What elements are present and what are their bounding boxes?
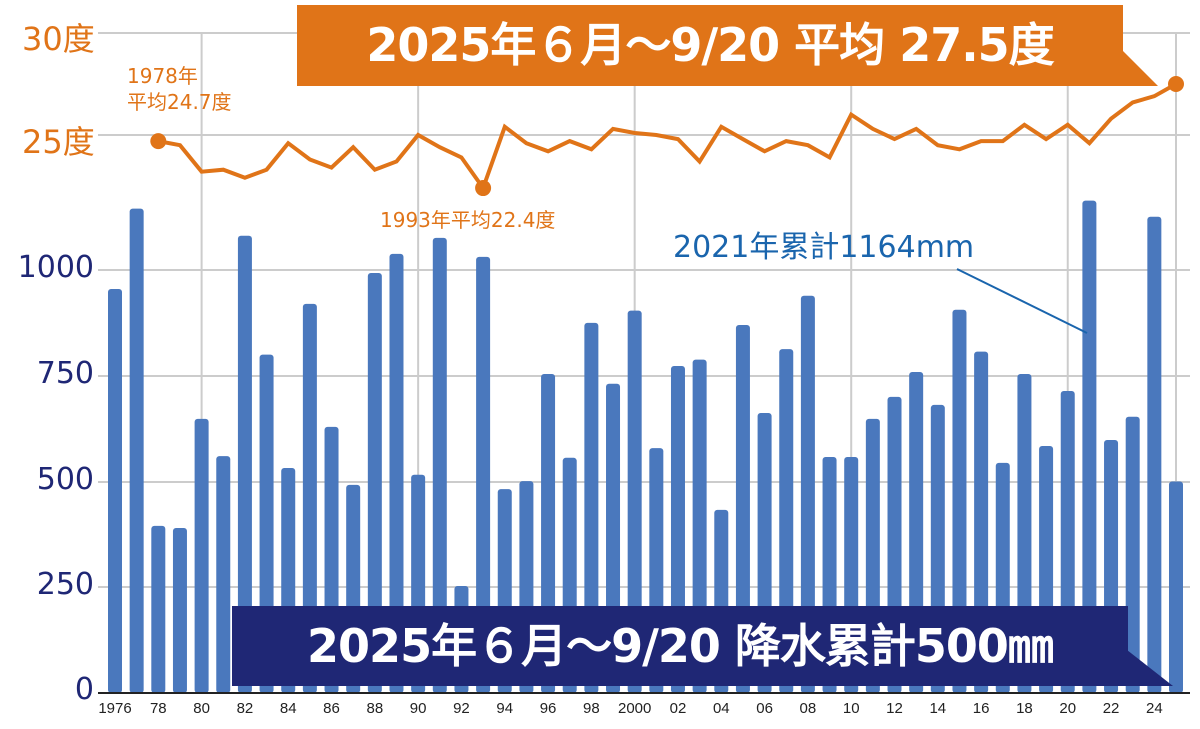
bar-2021	[1082, 200, 1097, 694]
temperature-marker-1978	[150, 133, 167, 150]
annotation-2021: 2021年累計1164mm	[673, 230, 975, 265]
bar-1980	[194, 418, 209, 693]
x-tick-1990: 90	[409, 700, 427, 717]
bar-2008	[800, 295, 815, 693]
bar-1991	[432, 237, 447, 694]
temperature-marker-1993	[475, 180, 492, 197]
x-tick-2018: 18	[1016, 700, 1033, 717]
temperature-banner-pointer	[1122, 50, 1158, 86]
annotation-leader-line	[956, 268, 1088, 334]
bar-1979	[172, 528, 187, 693]
x-tick-1994: 94	[496, 700, 514, 717]
temp-tick-30: 30度	[22, 20, 95, 58]
x-tick-2004: 04	[712, 700, 730, 717]
x-tick-2022: 22	[1102, 700, 1120, 717]
bar-1977	[129, 208, 144, 694]
x-tick-1984: 84	[279, 700, 297, 717]
bar-1989	[389, 253, 404, 693]
x-tick-1996: 96	[539, 700, 557, 717]
bar-1988	[367, 272, 382, 693]
bar-2024	[1147, 216, 1162, 693]
temperature-marker-2025	[1168, 76, 1184, 92]
x-tick-2020: 20	[1059, 700, 1077, 717]
x-tick-1986: 86	[323, 700, 340, 717]
rain-tick-1000: 1000	[17, 250, 94, 285]
bar-1978	[151, 525, 166, 693]
x-tick-2000: 2000	[617, 700, 652, 717]
annotation-1978-line2: 平均24.7度	[127, 90, 232, 114]
x-tick-1980: 80	[193, 700, 210, 717]
temperature-polyline	[157, 82, 1177, 193]
bar-2023	[1125, 416, 1140, 693]
x-tick-1988: 88	[366, 700, 384, 717]
x-tick-2014: 14	[929, 700, 947, 717]
bar-1998	[584, 322, 599, 693]
bar-1981	[216, 456, 231, 693]
x-tick-2024: 24	[1146, 700, 1163, 717]
x-tick-1982: 82	[236, 700, 254, 717]
precipitation-banner: 2025年６月〜9/20 降水累計500㎜	[232, 606, 1128, 686]
annotation-1993: 1993年平均22.4度	[380, 208, 556, 232]
bar-2015	[952, 309, 967, 693]
x-tick-2012: 12	[886, 700, 903, 717]
bar-1976	[108, 289, 122, 693]
x-tick-1976: 1976	[98, 700, 132, 717]
x-tick-2016: 16	[972, 700, 990, 717]
precipitation-banner-pointer	[1127, 650, 1173, 686]
x-tick-2002: 02	[669, 700, 687, 717]
x-tick-2006: 06	[756, 700, 773, 717]
bar-1985	[302, 303, 317, 693]
bar-2000	[627, 310, 642, 693]
bar-2025	[1169, 481, 1183, 693]
temperature-banner: 2025年６月〜9/20 平均 27.5度	[297, 5, 1123, 86]
annotation-1978: 1978年 平均24.7度	[127, 63, 232, 115]
rain-tick-500: 500	[36, 462, 94, 497]
temperature-line	[150, 76, 1184, 197]
temp-tick-25: 25度	[22, 123, 95, 161]
x-tick-1992: 92	[453, 700, 470, 717]
rain-tick-250: 250	[36, 567, 94, 602]
x-tick-2008: 08	[799, 700, 817, 717]
rain-tick-750: 750	[36, 356, 94, 391]
x-tick-2010: 10	[842, 700, 860, 717]
bar-2005	[735, 324, 750, 693]
bar-1993	[476, 256, 491, 693]
rain-tick-0: 0	[74, 672, 94, 707]
x-tick-1978: 78	[149, 700, 167, 717]
annotation-1978-line1: 1978年	[127, 64, 198, 88]
bar-1982	[237, 235, 252, 693]
x-tick-1998: 98	[583, 700, 600, 717]
